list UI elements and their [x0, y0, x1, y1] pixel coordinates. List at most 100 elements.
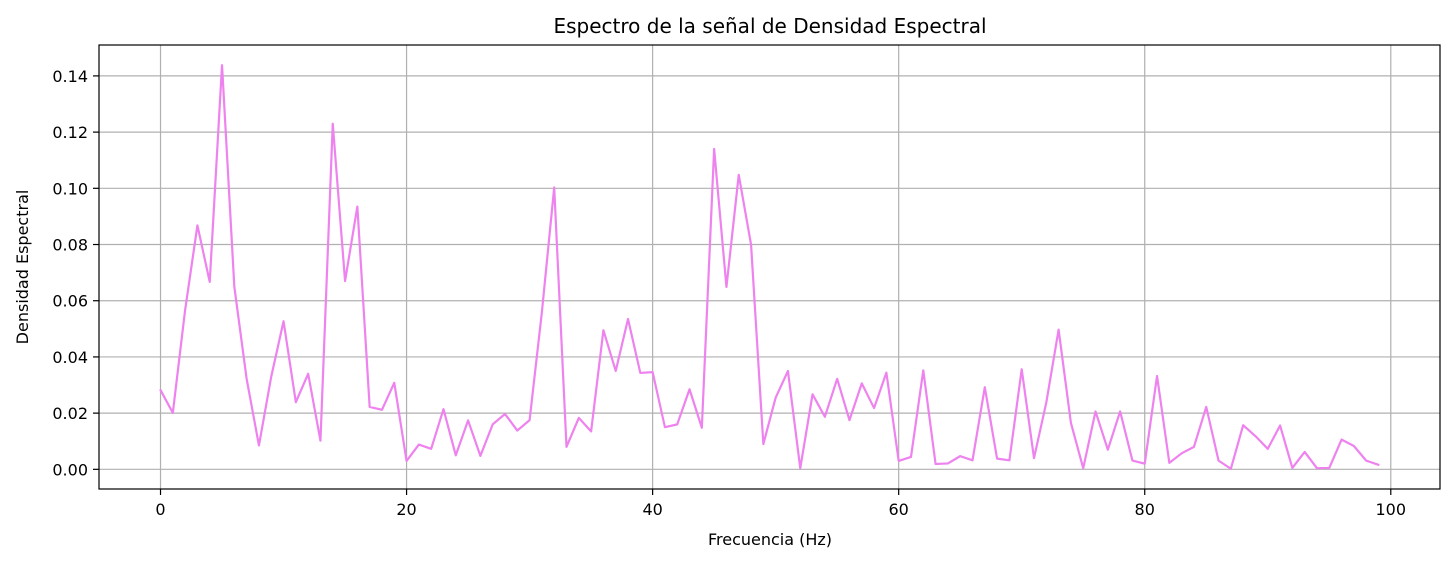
data-point: [824, 416, 826, 418]
y-tick-label: 0.04: [52, 348, 88, 367]
data-point: [479, 455, 481, 457]
y-axis-label: Densidad Espectral: [13, 190, 32, 345]
data-point: [799, 467, 801, 469]
data-point: [381, 409, 383, 411]
data-point: [1033, 457, 1035, 459]
x-tick-label: 80: [1135, 500, 1155, 519]
y-tick-label: 0.00: [52, 460, 88, 479]
data-point: [172, 412, 174, 414]
x-tick-label: 20: [396, 500, 416, 519]
data-points: [159, 64, 1380, 470]
data-point: [1193, 446, 1195, 448]
data-point: [1156, 375, 1158, 377]
data-point: [467, 419, 469, 422]
data-point: [910, 456, 912, 458]
data-point: [258, 444, 260, 447]
data-point: [393, 382, 395, 384]
data-point: [270, 375, 272, 378]
data-point: [1181, 452, 1183, 454]
data-point: [627, 318, 629, 320]
data-point: [701, 427, 703, 429]
data-point: [688, 388, 691, 390]
data-point: [1082, 467, 1084, 469]
data-point: [861, 382, 863, 384]
data-point: [1205, 406, 1207, 408]
data-point: [1304, 451, 1306, 453]
x-tick-label: 40: [642, 500, 662, 519]
data-point: [455, 454, 457, 456]
data-point: [590, 430, 592, 432]
y-tick-label: 0.08: [52, 236, 88, 255]
data-point: [971, 459, 974, 461]
data-point: [762, 443, 764, 445]
spectrum-line: [159, 64, 1380, 470]
data-point: [565, 446, 568, 448]
data-point: [1131, 460, 1134, 462]
data-point: [1045, 401, 1047, 404]
data-point: [984, 386, 986, 388]
data-point: [282, 320, 285, 322]
data-point: [959, 455, 961, 457]
data-point: [947, 462, 949, 465]
data-point: [196, 224, 199, 227]
data-point: [1328, 467, 1330, 469]
data-point: [1168, 462, 1170, 464]
data-point: [418, 444, 420, 446]
y-tick-label: 0.06: [52, 292, 88, 311]
data-point: [184, 309, 186, 311]
data-point: [504, 413, 506, 415]
data-point: [602, 329, 605, 331]
data-point: [221, 64, 223, 66]
data-point: [209, 281, 211, 283]
data-point: [1119, 410, 1121, 413]
data-point: [307, 373, 309, 375]
data-point: [1242, 424, 1244, 426]
data-point: [1353, 445, 1355, 447]
data-point: [1316, 467, 1318, 469]
y-tick-label: 0.14: [52, 67, 88, 86]
data-point: [664, 426, 666, 428]
data-point: [750, 243, 752, 246]
data-point: [319, 440, 322, 442]
data-point: [492, 423, 494, 425]
data-point: [1279, 424, 1281, 427]
data-point: [430, 448, 432, 450]
data-point: [159, 389, 162, 391]
y-tick-label: 0.02: [52, 404, 88, 423]
x-tick-label: 60: [888, 500, 908, 519]
data-point: [516, 429, 518, 432]
data-point: [344, 280, 346, 282]
x-axis-label: Frecuencia (Hz): [708, 530, 832, 549]
data-point: [775, 397, 777, 399]
data-point: [1267, 448, 1269, 450]
data-point: [1021, 368, 1023, 370]
data-point: [1340, 438, 1343, 441]
data-point: [405, 460, 408, 462]
data-point: [246, 378, 248, 380]
data-point: [885, 372, 887, 374]
plot-frame: [98, 44, 1441, 490]
data-point: [898, 460, 900, 462]
y-tick-label: 0.10: [52, 179, 88, 198]
data-point: [922, 369, 924, 372]
data-point: [1365, 460, 1367, 462]
data-point: [676, 423, 678, 425]
data-point: [356, 205, 358, 208]
y-axis-ticks: 0.00 0.02 0.04 0.06 0.08 0.10 0.12 0.14: [52, 67, 99, 479]
data-point: [369, 406, 371, 408]
data-point: [295, 401, 297, 403]
data-point: [442, 408, 445, 410]
data-point: [332, 123, 334, 125]
data-point: [541, 311, 543, 313]
data-point: [1008, 459, 1011, 461]
data-point: [553, 186, 555, 189]
data-point: [836, 378, 838, 380]
data-point: [787, 370, 789, 372]
data-point: [615, 370, 617, 372]
data-point: [1070, 422, 1072, 424]
data-point: [1094, 410, 1097, 413]
data-point: [725, 286, 728, 288]
data-point: [873, 407, 875, 409]
data-point: [528, 419, 531, 421]
